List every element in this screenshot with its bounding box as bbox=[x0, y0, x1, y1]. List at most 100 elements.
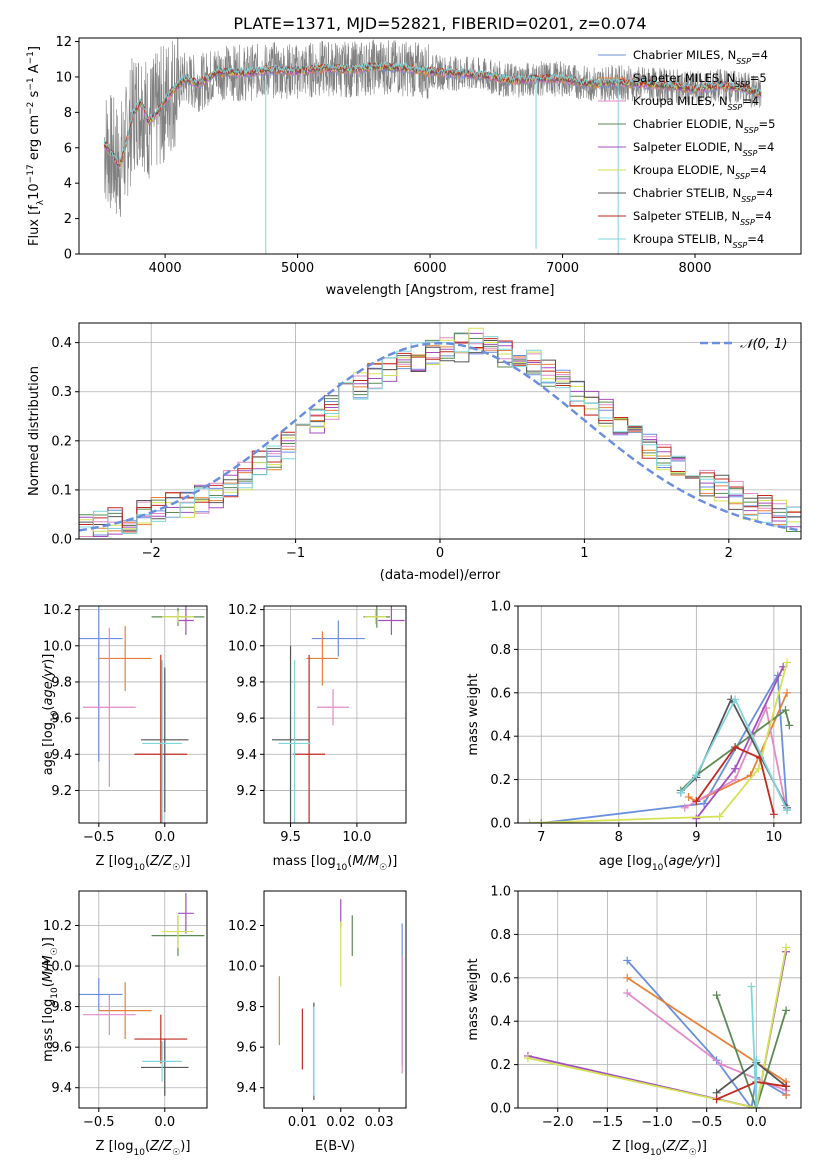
plot-area bbox=[264, 891, 406, 1108]
y-tick-label: 0.4 bbox=[51, 336, 72, 351]
data-point-marker bbox=[785, 721, 794, 730]
axes-frame bbox=[517, 605, 802, 824]
plot-content bbox=[103, 38, 762, 254]
data-point-marker bbox=[525, 819, 534, 823]
axis-label-part: )] bbox=[697, 1139, 707, 1154]
y-tick-label: 9.8 bbox=[51, 1000, 72, 1015]
axis-label-part: )] bbox=[710, 854, 720, 869]
y-tick-label: 0.6 bbox=[490, 971, 511, 986]
y-tick-label: 12 bbox=[55, 35, 72, 50]
y-tick-label: 8 bbox=[64, 106, 72, 121]
axis-label-part: ( bbox=[41, 982, 56, 987]
data-point-marker bbox=[623, 973, 632, 982]
x-tick-label: −0.5 bbox=[83, 830, 115, 845]
y-tick-label: 9.6 bbox=[236, 712, 257, 727]
y-tick-label: 0.2 bbox=[490, 1058, 511, 1073]
x-tick-label: 0.01 bbox=[288, 1115, 317, 1130]
mass-weight-vs-Z-panel: −2.0 −1.5 −1.0 −0.5 0.0 0.0 0.2 0.4 0.6 0.8 1.0 Z [… bbox=[466, 885, 802, 1158]
y-tick-label: 10.0 bbox=[228, 960, 257, 975]
axis-label-part: E(B-V) bbox=[315, 1139, 355, 1154]
data-point-marker bbox=[523, 1054, 532, 1063]
data-point-marker bbox=[783, 688, 792, 697]
mass-weight-line bbox=[527, 947, 787, 1108]
axis-label-part: )] bbox=[41, 937, 56, 947]
data-point-marker bbox=[680, 803, 689, 812]
mass-weight-line bbox=[529, 662, 788, 823]
x-axis-label: wavelength [Angstrom, rest frame] bbox=[326, 283, 555, 298]
axes-frame bbox=[78, 322, 802, 540]
axis-label-part: 10 bbox=[50, 710, 60, 722]
legend-subscript: SSP bbox=[735, 80, 750, 89]
legend-subscript: SSP bbox=[744, 126, 759, 135]
legend-value: =4 bbox=[756, 186, 773, 200]
axes-frame bbox=[263, 605, 407, 824]
data-point-marker bbox=[684, 792, 693, 801]
y-tick-label: 10.0 bbox=[43, 960, 72, 975]
data-point-marker bbox=[747, 1104, 756, 1108]
axis-label-part: 10 bbox=[336, 863, 348, 873]
data-point-marker bbox=[623, 956, 632, 965]
age-vs-Z-panel: −0.5 0.09.29.49.69.810.010.2Z [log10(Z/Z☉… bbox=[41, 603, 208, 873]
y-tick-label: 9.8 bbox=[236, 675, 257, 690]
legend-text: Chabrier ELODIE, N bbox=[633, 117, 744, 131]
y-tick-label: 4 bbox=[64, 177, 72, 192]
y-tick-label: 0.1 bbox=[51, 483, 72, 498]
x-tick-label: 0.0 bbox=[154, 830, 175, 845]
data-point-marker bbox=[623, 988, 632, 997]
axis-label-part: )] bbox=[387, 854, 397, 869]
legend-entry: Chabrier STELIB, NSSP=4 bbox=[633, 186, 773, 204]
data-point-marker bbox=[692, 814, 701, 823]
data-point-marker bbox=[747, 982, 756, 991]
axis-label: mass [log10(M/M☉)] bbox=[273, 854, 398, 873]
axis-label-part: ☉ bbox=[172, 863, 180, 873]
legend-text: Kroupa ELODIE, N bbox=[633, 163, 735, 177]
y-tick-label: 0.0 bbox=[51, 533, 72, 548]
data-point-marker bbox=[783, 805, 792, 814]
plot-area bbox=[264, 606, 406, 823]
axes-frame bbox=[263, 890, 407, 1109]
legend-text: Chabrier STELIB, N bbox=[633, 186, 741, 200]
axis-label: Z [log10(Z/Z☉)] bbox=[612, 1139, 707, 1158]
legend-text: Salpeter ELODIE, N bbox=[633, 140, 743, 154]
legend-entry: Kroupa ELODIE, NSSP=4 bbox=[633, 163, 767, 181]
legend-entry: Chabrier ELODIE, NSSP=5 bbox=[633, 117, 775, 135]
plot-content bbox=[278, 899, 403, 1100]
legend-text: Salpeter MILES, N bbox=[633, 71, 735, 85]
axis-label-part: ( bbox=[41, 706, 56, 711]
normal-curve bbox=[79, 341, 801, 532]
y-tick-label: 10.2 bbox=[228, 603, 257, 618]
legend-entry: Salpeter STELIB, NSSP=4 bbox=[633, 209, 772, 227]
axis-label-part: ☉ bbox=[50, 947, 60, 955]
axis-label-part: 10 bbox=[652, 863, 664, 873]
plot-content bbox=[79, 893, 205, 1096]
axis-label-part: M/M bbox=[41, 955, 56, 982]
mass-weight-line bbox=[680, 697, 788, 811]
axes-frame bbox=[78, 605, 208, 824]
legend-text: Kroupa MILES, N bbox=[633, 94, 728, 108]
data-point-marker bbox=[769, 810, 778, 819]
x-tick-label: 10 bbox=[766, 830, 783, 845]
axis-label-part: )] bbox=[180, 854, 190, 869]
data-point-marker bbox=[712, 991, 721, 1000]
legend-value: =4 bbox=[751, 48, 768, 62]
axis-label-part: 10 bbox=[133, 863, 145, 873]
y-tick-label: 0.8 bbox=[490, 643, 511, 658]
axis-label-part: Z/Z bbox=[149, 854, 173, 869]
data-point-marker bbox=[712, 1095, 721, 1104]
mass-weight-line bbox=[684, 704, 787, 809]
data-point-marker bbox=[752, 1056, 761, 1065]
axis-label-part: erg cm bbox=[27, 115, 42, 164]
plot-content bbox=[523, 943, 791, 1108]
axis-label-part: age [log bbox=[599, 854, 652, 869]
x-tick-label: 4000 bbox=[149, 261, 182, 276]
y-tick-label: 9.8 bbox=[236, 1000, 257, 1015]
axis-label-part: age/yr bbox=[668, 854, 711, 869]
legend-subscript: SSP bbox=[741, 195, 756, 204]
y-tick-label: 9.6 bbox=[51, 1041, 72, 1056]
mass-weight-line bbox=[688, 692, 788, 803]
x-tick-label: 2 bbox=[725, 546, 733, 561]
y-axis-label: mass weight bbox=[466, 673, 481, 755]
mass-weight-line bbox=[750, 986, 758, 1108]
